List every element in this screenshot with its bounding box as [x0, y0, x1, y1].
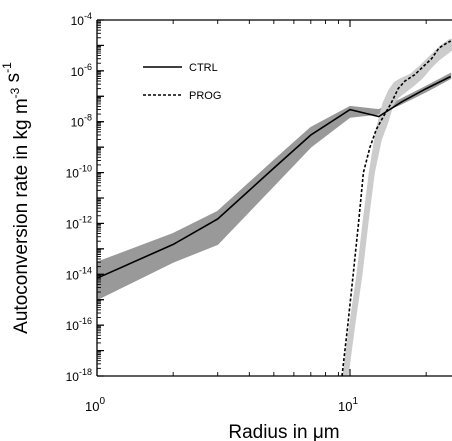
legend-label-prog: PROG: [189, 90, 221, 102]
y-axis-title: Autoconversion rate in kg m-3 s-1: [0, 62, 32, 334]
y-tick-label: 10-4: [71, 11, 92, 28]
x-axis-title: Radius in μm: [228, 422, 339, 441]
legend: CTRL PROG: [143, 62, 221, 102]
uncertainty-bands: [97, 38, 452, 376]
y-tick-label: 10-16: [66, 316, 92, 333]
tick-labels: 10-4 10-6 10-8 10-10 10-12 10-14 10-16 10-18 100…: [66, 11, 359, 414]
band-ctrl: [97, 72, 452, 301]
line-ctrl: [97, 75, 452, 279]
x-tick-label: 100: [85, 396, 105, 414]
band-prog: [342, 38, 452, 376]
series-lines: [97, 40, 452, 376]
axes: [96, 19, 452, 377]
y-tick-label: 10-6: [71, 62, 92, 79]
y-tick-label: 10-14: [66, 265, 92, 282]
x-tick-label: 101: [338, 396, 358, 414]
y-tick-label: 10-12: [66, 214, 92, 231]
y-tick-label: 10-8: [71, 113, 92, 130]
legend-label-ctrl: CTRL: [189, 62, 218, 74]
y-tick-label: 10-18: [66, 367, 92, 384]
y-tick-label: 10-10: [66, 164, 92, 181]
line-prog: [341, 40, 452, 376]
